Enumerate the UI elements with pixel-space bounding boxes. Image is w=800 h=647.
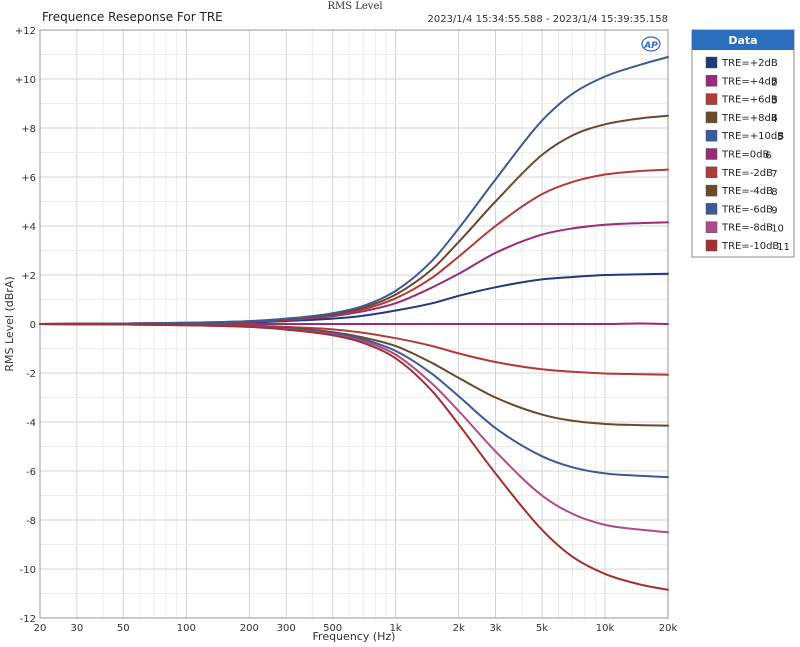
chart-center-title: RMS Level	[327, 1, 382, 12]
x-tick-label: 1k	[390, 623, 402, 634]
x-tick-label: 500	[323, 623, 342, 634]
legend-entry: TRE=-4dB	[721, 186, 773, 197]
legend-entry-index: 10	[771, 224, 784, 235]
legend-entry: TRE=+4dB	[721, 76, 778, 87]
legend-swatch	[705, 93, 718, 105]
legend-entry: TRE=-8dB	[721, 223, 773, 234]
y-tick-label: -10	[20, 565, 36, 576]
x-tick-label: 10k	[596, 623, 615, 634]
x-tick-label: 5k	[536, 623, 548, 634]
y-tick-label: 0	[30, 320, 36, 331]
legend-entry-index: 3	[771, 96, 777, 107]
ap-logo-oval	[641, 36, 661, 52]
ap-logo-text: AP	[643, 41, 658, 51]
legend-entry: TRE=0dB	[721, 150, 769, 161]
legend-entry: TRE=-2dB	[721, 168, 773, 179]
legend-entry-index: 4	[771, 114, 777, 125]
legend-swatch	[705, 203, 718, 215]
x-tick-label: 30	[70, 623, 83, 634]
x-tick-label: 20k	[659, 623, 678, 634]
ap-logo: AP	[641, 36, 661, 52]
y-axis-label: RMS Level (dBrA)	[3, 276, 16, 371]
legend-entry: TRE=+6dB	[721, 95, 778, 106]
legend-swatch	[705, 56, 718, 69]
chart-title: Frequence Reseponse For TRE	[42, 10, 223, 24]
y-tick-label: +4	[21, 222, 36, 233]
x-tick-label: 3k	[489, 623, 501, 634]
legend-entry-index: 8	[771, 187, 777, 198]
legend-entry: TRE=+2dB	[721, 58, 778, 69]
y-tick-label: -4	[26, 418, 36, 429]
legend-entry-index: 11	[777, 242, 790, 253]
legend-swatch	[705, 129, 718, 142]
y-tick-label: +2	[21, 271, 36, 282]
x-tick-label: 50	[117, 623, 130, 634]
legend-swatch	[705, 239, 718, 252]
y-tick-label: -8	[26, 516, 36, 527]
legend-title: Data	[728, 34, 757, 47]
y-tick-label: +12	[15, 26, 36, 37]
x-tick-label: 100	[177, 623, 196, 634]
y-tick-label: -6	[26, 467, 36, 478]
series-lines	[39, 56, 669, 591]
y-tick-label: +8	[21, 124, 36, 135]
legend-entry: TRE=-6dB	[721, 204, 773, 215]
legend-swatch	[705, 75, 718, 87]
legend-swatch	[705, 166, 718, 179]
legend-entry: TRE=+8dB	[721, 113, 778, 124]
legend-entry-index: 5	[777, 132, 783, 143]
y-tick-label: +10	[15, 75, 36, 86]
chart-timestamp: 2023/1/4 15:34:55.588 - 2023/1/4 15:39:3…	[427, 14, 668, 25]
legend-entry-index: 2	[771, 77, 777, 88]
y-tick-label: -2	[26, 369, 36, 380]
legend-swatch	[705, 148, 718, 160]
legend-header	[692, 30, 794, 50]
legend-swatch	[705, 184, 718, 197]
series-line-5	[39, 56, 669, 325]
legend-entry-index: 6	[765, 151, 771, 162]
legend-entry: TRE=+10dB	[721, 131, 784, 142]
x-tick-label: 300	[277, 623, 296, 634]
y-tick-label: -12	[20, 614, 36, 625]
x-tick-label: 200	[240, 623, 259, 634]
y-tick-label: +6	[21, 173, 36, 184]
series-line-11	[39, 323, 669, 591]
legend-entry-index: 9	[771, 205, 777, 216]
tick-labels: 20 30 50 100 200 300 500 1k 2k 3k 5k 10k 20k +12 +10 +8…	[15, 26, 678, 634]
legend-swatch	[705, 221, 718, 233]
x-tick-label: 2k	[453, 623, 465, 634]
x-tick-label: 20	[34, 623, 47, 634]
x-axis-label: Frequency (Hz)	[313, 630, 396, 643]
legend-swatch	[705, 111, 718, 124]
legend-entry-index: 7	[771, 169, 777, 180]
legend-entry: TRE=-10dB	[721, 241, 779, 252]
